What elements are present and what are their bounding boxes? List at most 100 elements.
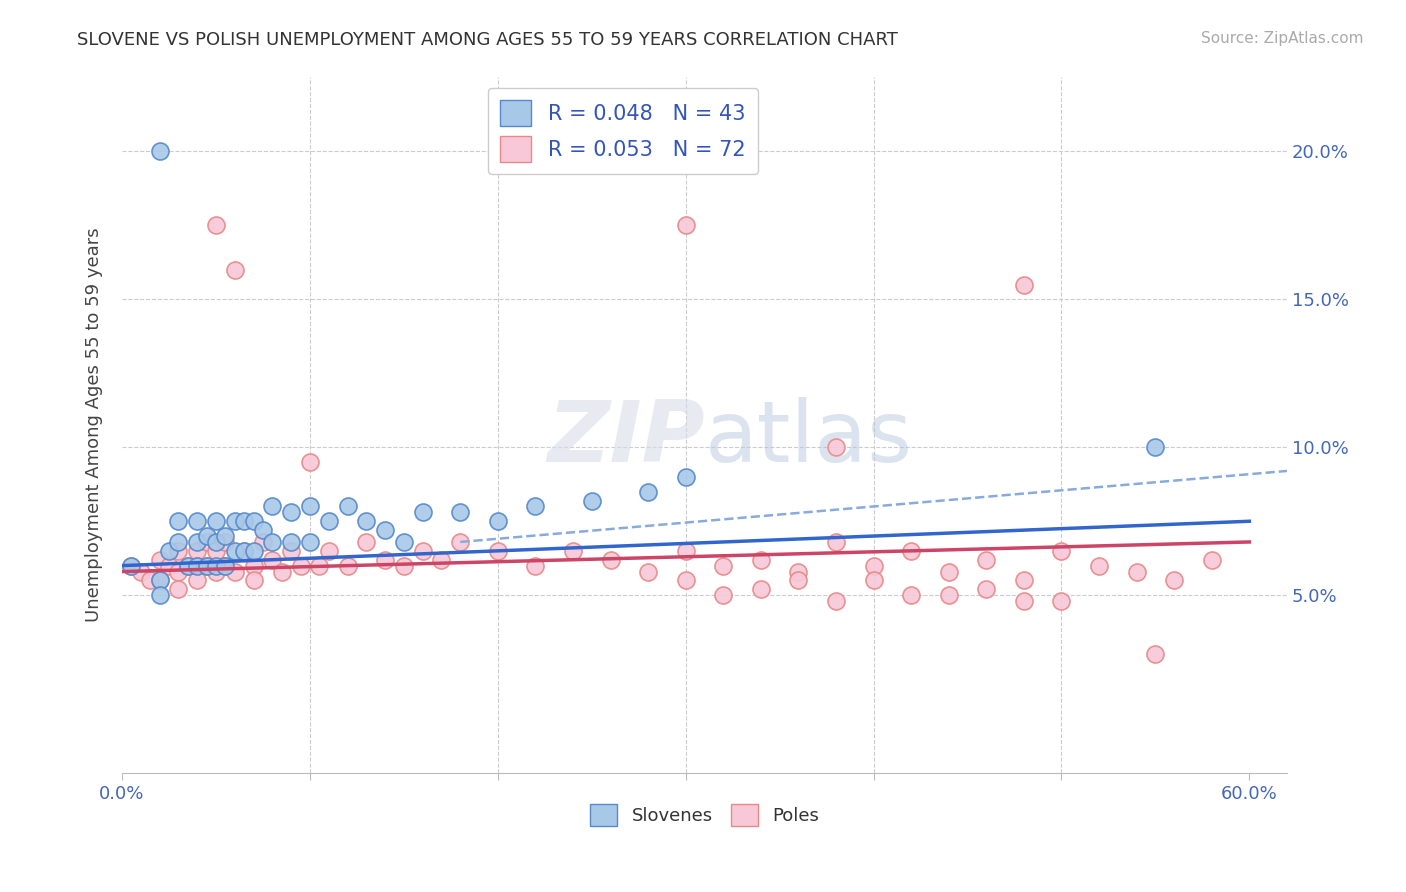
Point — [1012, 277, 1035, 292]
Point — [637, 484, 659, 499]
Point — [177, 558, 200, 573]
Point — [186, 535, 208, 549]
Text: Source: ZipAtlas.com: Source: ZipAtlas.com — [1201, 31, 1364, 46]
Point — [214, 535, 236, 549]
Point — [139, 574, 162, 588]
Point — [205, 558, 228, 573]
Point — [711, 558, 734, 573]
Point — [318, 514, 340, 528]
Point — [1144, 440, 1167, 454]
Point — [224, 565, 246, 579]
Point — [938, 565, 960, 579]
Point — [524, 558, 547, 573]
Point — [195, 535, 218, 549]
Point — [449, 535, 471, 549]
Point — [1144, 648, 1167, 662]
Point — [318, 544, 340, 558]
Point — [205, 535, 228, 549]
Point — [224, 262, 246, 277]
Point — [120, 558, 142, 573]
Point — [486, 514, 509, 528]
Point — [1125, 565, 1147, 579]
Point — [149, 552, 172, 566]
Point — [675, 219, 697, 233]
Point — [581, 493, 603, 508]
Point — [224, 514, 246, 528]
Point — [214, 529, 236, 543]
Point — [1012, 594, 1035, 608]
Point — [298, 500, 321, 514]
Point — [1012, 574, 1035, 588]
Text: ZIP: ZIP — [547, 398, 704, 481]
Text: SLOVENE VS POLISH UNEMPLOYMENT AMONG AGES 55 TO 59 YEARS CORRELATION CHART: SLOVENE VS POLISH UNEMPLOYMENT AMONG AGE… — [77, 31, 898, 49]
Point — [1163, 574, 1185, 588]
Point — [205, 514, 228, 528]
Point — [749, 582, 772, 597]
Point — [167, 582, 190, 597]
Point — [195, 558, 218, 573]
Point — [242, 574, 264, 588]
Point — [862, 574, 884, 588]
Point — [637, 565, 659, 579]
Point — [233, 544, 256, 558]
Point — [825, 535, 848, 549]
Point — [205, 219, 228, 233]
Point — [599, 552, 621, 566]
Point — [195, 529, 218, 543]
Point — [186, 544, 208, 558]
Point — [356, 514, 378, 528]
Point — [308, 558, 330, 573]
Point — [825, 594, 848, 608]
Point — [392, 558, 415, 573]
Point — [186, 574, 208, 588]
Point — [157, 544, 180, 558]
Point — [449, 505, 471, 519]
Point — [167, 535, 190, 549]
Point — [242, 544, 264, 558]
Point — [412, 505, 434, 519]
Point — [167, 544, 190, 558]
Point — [252, 535, 274, 549]
Point — [262, 500, 284, 514]
Point — [149, 574, 172, 588]
Point — [177, 558, 200, 573]
Point — [374, 552, 396, 566]
Point — [242, 558, 264, 573]
Text: atlas: atlas — [704, 398, 912, 481]
Point — [280, 505, 302, 519]
Point — [392, 535, 415, 549]
Point — [224, 544, 246, 558]
Point — [374, 523, 396, 537]
Point — [262, 535, 284, 549]
Point — [233, 514, 256, 528]
Point — [675, 574, 697, 588]
Point — [195, 558, 218, 573]
Point — [167, 565, 190, 579]
Point — [167, 514, 190, 528]
Point — [186, 558, 208, 573]
Point — [157, 558, 180, 573]
Point — [336, 500, 359, 514]
Point — [675, 470, 697, 484]
Point — [524, 500, 547, 514]
Point — [486, 544, 509, 558]
Point — [149, 588, 172, 602]
Point — [262, 552, 284, 566]
Point — [129, 565, 152, 579]
Point — [242, 514, 264, 528]
Point — [825, 440, 848, 454]
Point — [280, 544, 302, 558]
Point — [149, 145, 172, 159]
Point — [900, 588, 922, 602]
Point — [1050, 544, 1073, 558]
Point — [787, 574, 810, 588]
Point — [562, 544, 585, 558]
Point — [252, 523, 274, 537]
Point — [412, 544, 434, 558]
Point — [1050, 594, 1073, 608]
Point — [1088, 558, 1111, 573]
Point — [787, 565, 810, 579]
Point — [711, 588, 734, 602]
Point — [938, 588, 960, 602]
Point — [675, 544, 697, 558]
